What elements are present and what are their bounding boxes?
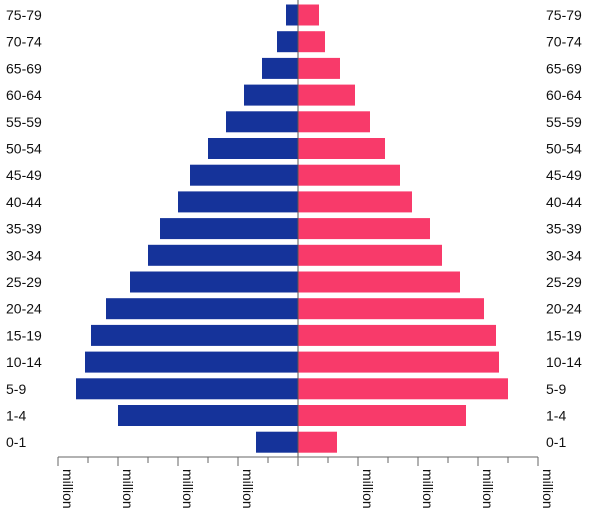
bar-left-60-64 xyxy=(244,84,298,106)
bar-left-55-59 xyxy=(226,111,298,133)
age-label-right: 1-4 xyxy=(546,408,566,424)
x-tick-label: million xyxy=(540,469,556,509)
bar-right-75-79 xyxy=(298,4,319,26)
age-label-right: 55-59 xyxy=(546,114,582,130)
bar-left-50-54 xyxy=(208,138,298,159)
age-label-left: 55-59 xyxy=(6,114,42,130)
age-label-left: 65-69 xyxy=(6,60,42,76)
age-label-left: 40-44 xyxy=(6,194,42,210)
age-label-right: 20-24 xyxy=(546,301,582,317)
age-label-right: 15-19 xyxy=(546,327,582,343)
bar-right-70-74 xyxy=(298,31,325,53)
age-label-left: 1-4 xyxy=(6,408,26,424)
age-label-left: 15-19 xyxy=(6,327,42,343)
bar-right-65-69 xyxy=(298,57,340,79)
bar-left-5-9 xyxy=(76,378,298,400)
bar-left-45-49 xyxy=(190,164,298,186)
bar-right-25-29 xyxy=(298,271,460,293)
age-label-left: 50-54 xyxy=(6,141,42,157)
age-label-left: 75-79 xyxy=(6,7,42,23)
bar-right-35-39 xyxy=(298,218,430,240)
age-label-left: 5-9 xyxy=(6,381,26,397)
bar-left-40-44 xyxy=(178,191,298,213)
x-tick-label: million xyxy=(480,469,496,509)
age-label-left: 45-49 xyxy=(6,167,42,183)
age-label-right: 10-14 xyxy=(546,354,582,370)
bar-right-0-1 xyxy=(298,431,337,453)
bar-left-35-39 xyxy=(160,218,298,240)
bar-right-50-54 xyxy=(298,138,385,159)
left-bars xyxy=(76,4,298,453)
age-label-right: 70-74 xyxy=(546,34,582,50)
left-age-labels: 75-79 70-74 65-69 60-64 55-59 50-54 45-49 40-44… xyxy=(6,7,42,450)
bar-left-70-74 xyxy=(277,31,298,53)
age-label-left: 35-39 xyxy=(6,221,42,237)
age-label-right: 25-29 xyxy=(546,274,582,290)
right-bars xyxy=(298,4,508,453)
x-tick-label: million xyxy=(420,469,436,509)
bar-left-15-19 xyxy=(91,324,298,346)
bar-right-60-64 xyxy=(298,84,355,106)
x-tick-label: million xyxy=(60,469,76,509)
bar-right-5-9 xyxy=(298,378,508,400)
bar-right-1-4 xyxy=(298,405,466,426)
bar-left-25-29 xyxy=(130,271,298,293)
age-label-right: 60-64 xyxy=(546,87,582,103)
bar-left-10-14 xyxy=(85,351,298,373)
x-tick-label: million xyxy=(360,469,376,509)
x-axis: million million million million million milli… xyxy=(57,456,556,509)
bar-right-20-24 xyxy=(298,298,484,320)
age-label-right: 5-9 xyxy=(546,381,566,397)
age-label-left: 0-1 xyxy=(6,434,26,450)
age-label-right: 30-34 xyxy=(546,247,582,263)
age-label-right: 0-1 xyxy=(546,434,566,450)
age-label-right: 45-49 xyxy=(546,167,582,183)
bar-left-20-24 xyxy=(106,298,298,320)
x-tick-label: million xyxy=(240,469,256,509)
bar-right-10-14 xyxy=(298,351,499,373)
bar-right-30-34 xyxy=(298,244,442,266)
bar-right-45-49 xyxy=(298,164,400,186)
x-tick-label: million xyxy=(120,469,136,509)
age-label-left: 20-24 xyxy=(6,301,42,317)
age-label-right: 35-39 xyxy=(546,221,582,237)
bar-left-75-79 xyxy=(286,4,298,26)
age-label-left: 70-74 xyxy=(6,34,42,50)
bar-right-15-19 xyxy=(298,324,496,346)
bar-left-0-1 xyxy=(256,431,298,453)
right-age-labels: 75-79 70-74 65-69 60-64 55-59 50-54 45-49 40-44… xyxy=(546,7,582,450)
age-label-left: 60-64 xyxy=(6,87,42,103)
x-tick-label: million xyxy=(180,469,196,509)
bar-right-40-44 xyxy=(298,191,412,213)
age-label-left: 25-29 xyxy=(6,274,42,290)
age-label-right: 75-79 xyxy=(546,7,582,23)
age-label-left: 10-14 xyxy=(6,354,42,370)
bar-right-55-59 xyxy=(298,111,370,133)
age-label-left: 30-34 xyxy=(6,247,42,263)
age-label-right: 50-54 xyxy=(546,141,582,157)
bar-left-1-4 xyxy=(118,405,298,426)
bar-left-65-69 xyxy=(262,57,298,79)
age-label-right: 65-69 xyxy=(546,60,582,76)
age-label-right: 40-44 xyxy=(546,194,582,210)
bar-left-30-34 xyxy=(148,244,298,266)
